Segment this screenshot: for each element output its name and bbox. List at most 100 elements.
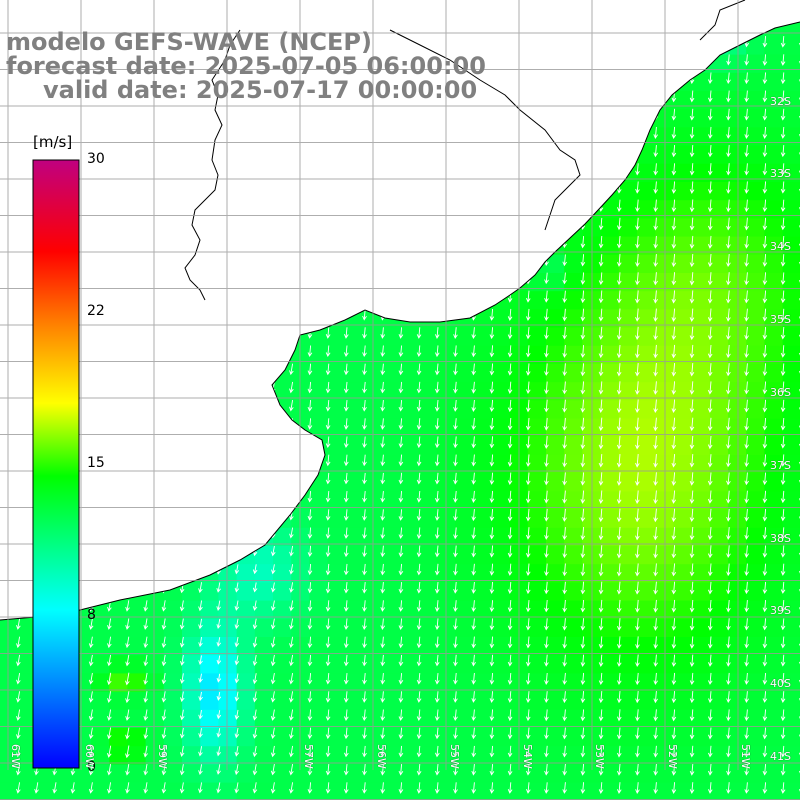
wind-arrow [489, 600, 495, 613]
wind-cell [691, 527, 711, 547]
wind-arrow [307, 618, 313, 630]
wind-cell [491, 728, 511, 747]
wind-arrow [744, 709, 749, 722]
wind-arrow [380, 782, 386, 794]
wind-cell [600, 637, 620, 656]
wind-arrow [471, 345, 476, 358]
wind-arrow [707, 381, 713, 395]
wind-arrow [707, 163, 713, 176]
wind-arrow [689, 235, 695, 249]
wind-cell [400, 455, 420, 474]
wind-cell [764, 564, 784, 583]
wind-arrow [453, 327, 458, 339]
wind-cell [546, 746, 565, 765]
wind-cell [327, 546, 347, 565]
wind-arrow [726, 181, 731, 194]
wind-arrow [307, 400, 313, 412]
wind-cell [236, 691, 256, 711]
wind-cell [746, 782, 765, 800]
wind-arrow [762, 145, 768, 158]
wind-cell [291, 382, 310, 401]
wind-cell [728, 182, 747, 201]
wind-arrow [635, 254, 640, 267]
wind-arrow [635, 381, 640, 395]
wind-arrow [744, 290, 749, 304]
wind-arrow [362, 454, 367, 467]
wind-arrow [507, 581, 513, 595]
wind-arrow [726, 417, 731, 431]
wind-arrow [635, 472, 640, 486]
wind-arrow [780, 235, 786, 249]
wind-cell [91, 673, 110, 693]
wind-cell [236, 637, 256, 656]
wind-cell [400, 673, 420, 693]
wind-cell [127, 637, 147, 656]
wind-arrow [635, 235, 640, 249]
wind-arrow [635, 563, 640, 577]
wind-arrow [689, 454, 695, 468]
wind-arrow [471, 709, 476, 722]
wind-cell [455, 782, 474, 800]
wind-cell [109, 746, 128, 765]
wind-cell [728, 473, 747, 492]
wind-arrow [416, 418, 422, 430]
wind-cell [327, 455, 347, 474]
wind-arrow [780, 581, 786, 594]
wind-cell [127, 728, 147, 747]
wind-cell [455, 728, 474, 747]
wind-cell [691, 327, 711, 347]
wind-arrow [270, 709, 276, 721]
wind-cell [200, 764, 219, 784]
wind-cell [782, 364, 800, 383]
wind-cell [564, 509, 583, 529]
wind-arrow [453, 654, 458, 667]
wind-arrow [653, 709, 658, 722]
wind-cell [455, 564, 474, 583]
wind-arrow [707, 363, 713, 377]
lon-label-57w: 57W [302, 744, 315, 769]
wind-arrow [380, 418, 386, 430]
wind-arrow [707, 290, 713, 304]
wind-arrow [580, 399, 586, 413]
wind-cell [291, 564, 310, 583]
wind-cell [327, 382, 347, 401]
wind-arrow [616, 308, 622, 322]
wind-arrow [707, 126, 713, 139]
wind-arrow [88, 636, 94, 649]
wind-cell [546, 327, 565, 347]
wind-arrow [616, 709, 622, 722]
wind-arrow [252, 673, 258, 685]
wind-cell [345, 746, 365, 765]
wind-cell [382, 728, 401, 747]
wind-cell [728, 764, 747, 784]
wind-cell [382, 345, 401, 365]
wind-arrow [525, 399, 531, 413]
wind-arrow [780, 709, 786, 722]
wind-cell [400, 600, 420, 620]
wind-cell [782, 382, 800, 401]
wind-cell [600, 728, 620, 747]
wind-cell [764, 273, 784, 292]
wind-arrow [762, 472, 768, 486]
wind-arrow [635, 344, 640, 359]
wind-arrow [362, 709, 367, 722]
wind-arrow [780, 618, 786, 631]
wind-arrow [689, 472, 695, 486]
wind-arrow [507, 527, 513, 540]
wind-cell [254, 746, 274, 765]
wind-arrow [380, 491, 386, 503]
wind-cell [600, 236, 620, 256]
wind-cell [382, 746, 401, 765]
wind-cell [746, 691, 765, 711]
wind-arrow [598, 581, 604, 595]
wind-arrow [325, 400, 331, 412]
wind-cell [709, 691, 729, 711]
wind-arrow [562, 417, 567, 431]
wind-cell [691, 127, 711, 147]
wind-cell [455, 509, 474, 529]
wind-arrow [307, 636, 313, 649]
wind-arrow [762, 72, 768, 85]
wind-arrow [489, 782, 495, 794]
wind-arrow [635, 691, 640, 704]
wind-arrow [325, 418, 331, 430]
